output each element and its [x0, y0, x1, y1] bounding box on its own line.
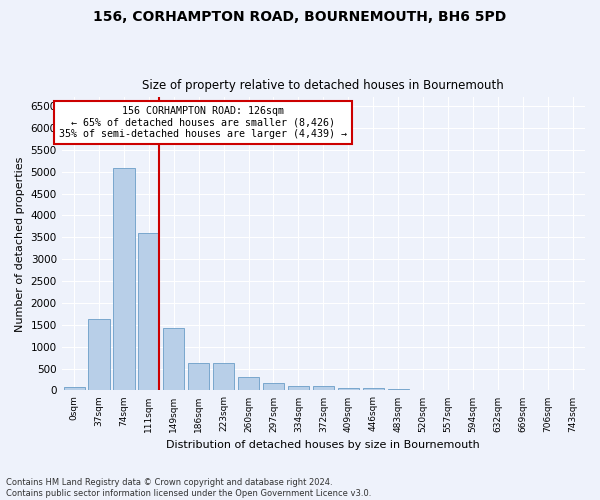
X-axis label: Distribution of detached houses by size in Bournemouth: Distribution of detached houses by size …	[166, 440, 480, 450]
Text: Contains HM Land Registry data © Crown copyright and database right 2024.
Contai: Contains HM Land Registry data © Crown c…	[6, 478, 371, 498]
Bar	[362, 388, 384, 390]
Bar	[338, 388, 359, 390]
Y-axis label: Number of detached properties: Number of detached properties	[15, 156, 25, 332]
Bar	[113, 168, 134, 390]
Bar	[163, 328, 184, 390]
Text: 156, CORHAMPTON ROAD, BOURNEMOUTH, BH6 5PD: 156, CORHAMPTON ROAD, BOURNEMOUTH, BH6 5…	[94, 10, 506, 24]
Text: 156 CORHAMPTON ROAD: 126sqm
← 65% of detached houses are smaller (8,426)
35% of : 156 CORHAMPTON ROAD: 126sqm ← 65% of det…	[59, 106, 347, 140]
Bar	[138, 234, 160, 390]
Bar	[188, 364, 209, 390]
Title: Size of property relative to detached houses in Bournemouth: Size of property relative to detached ho…	[142, 79, 504, 92]
Bar	[64, 387, 85, 390]
Bar	[88, 318, 110, 390]
Bar	[313, 386, 334, 390]
Bar	[388, 388, 409, 390]
Bar	[288, 386, 309, 390]
Bar	[238, 377, 259, 390]
Bar	[213, 364, 234, 390]
Bar	[263, 383, 284, 390]
